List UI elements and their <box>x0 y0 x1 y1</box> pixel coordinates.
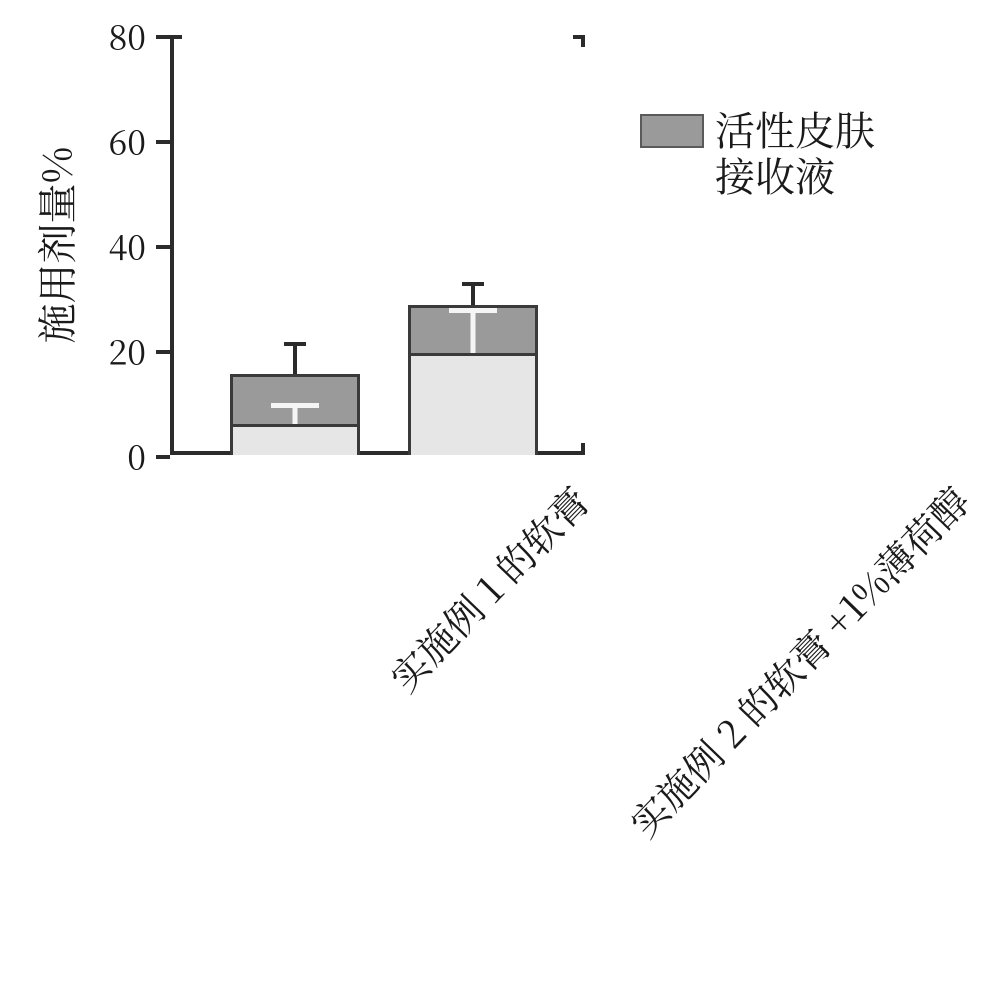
error-bar-inner <box>408 308 538 353</box>
bar-layer <box>170 35 585 455</box>
bar-group <box>230 35 360 455</box>
y-tick-label: 0 <box>86 431 146 480</box>
bar-group <box>408 35 538 455</box>
bar-segment-receiving_fluid <box>408 353 538 455</box>
y-tick-label: 60 <box>86 116 146 165</box>
y-tick-label: 80 <box>86 11 146 60</box>
legend-line-2: 接收液 <box>715 152 875 198</box>
y-tick <box>156 245 170 249</box>
error-bar-inner <box>230 403 360 424</box>
y-tick <box>156 140 170 144</box>
error-bar-outer <box>408 282 538 306</box>
x-tick-label: 实施例 1 的软膏 <box>376 473 600 702</box>
y-tick <box>156 455 170 459</box>
legend-label: 活性皮肤 接收液 <box>715 106 875 198</box>
chart-figure: 0 20 40 60 80 施用剂量% 实施例 1 的软膏实施例 2 的软膏 +1%薄荷… <box>0 0 1000 985</box>
y-tick-label: 40 <box>86 221 146 270</box>
x-tick-label: 实施例 2 的软膏 +1%薄荷醇 <box>616 473 980 847</box>
y-tick <box>156 35 170 39</box>
y-axis-label: 施用剂量% <box>27 147 84 344</box>
y-tick <box>156 350 170 354</box>
bar-segment-receiving_fluid <box>230 424 360 456</box>
legend-swatch-active-skin <box>640 114 704 148</box>
y-tick-label: 20 <box>86 326 146 375</box>
error-bar-outer <box>230 342 360 374</box>
